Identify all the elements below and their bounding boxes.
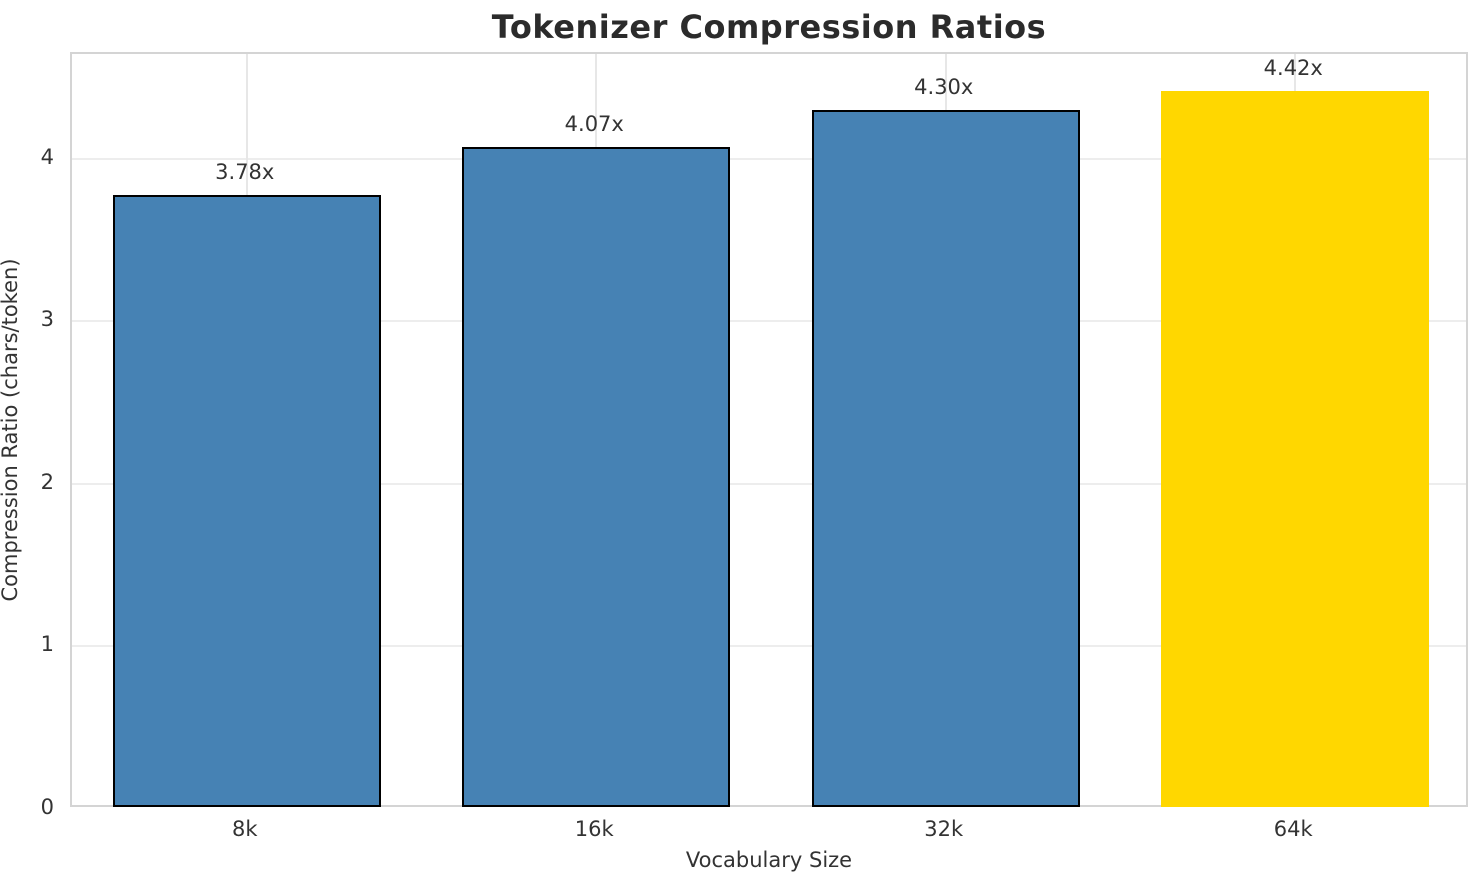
bar-16k (462, 147, 730, 807)
bar-value-label: 4.42x (1263, 55, 1323, 80)
y-gridline (72, 320, 1466, 323)
x-tick-label-16k: 16k (574, 817, 614, 841)
y-gridline (72, 157, 1466, 160)
bar-8k (113, 195, 381, 807)
bar-32k (812, 110, 1080, 807)
bar-value-label: 3.78x (215, 159, 275, 184)
bar-value-label: 4.30x (914, 75, 974, 100)
x-axis-label: Vocabulary Size (685, 848, 853, 872)
y-tick-label: 4 (40, 144, 54, 169)
y-gridline (72, 482, 1466, 485)
y-tick-label: 2 (40, 469, 54, 494)
x-tick-label-8k: 8k (231, 817, 258, 841)
y-tick-label: 1 (40, 632, 54, 657)
y-tick-label: 0 (40, 795, 54, 819)
bar-value-label: 4.07x (564, 112, 624, 137)
x-tick-label-64k: 64k (1273, 817, 1313, 841)
plot-area (70, 52, 1468, 807)
y-gridline (72, 645, 1466, 648)
bar-64k (1161, 91, 1429, 807)
x-tick-label-32k: 32k (924, 817, 964, 841)
y-tick-label: 3 (40, 307, 54, 332)
chart-title: Tokenizer Compression Ratios (491, 8, 1047, 46)
